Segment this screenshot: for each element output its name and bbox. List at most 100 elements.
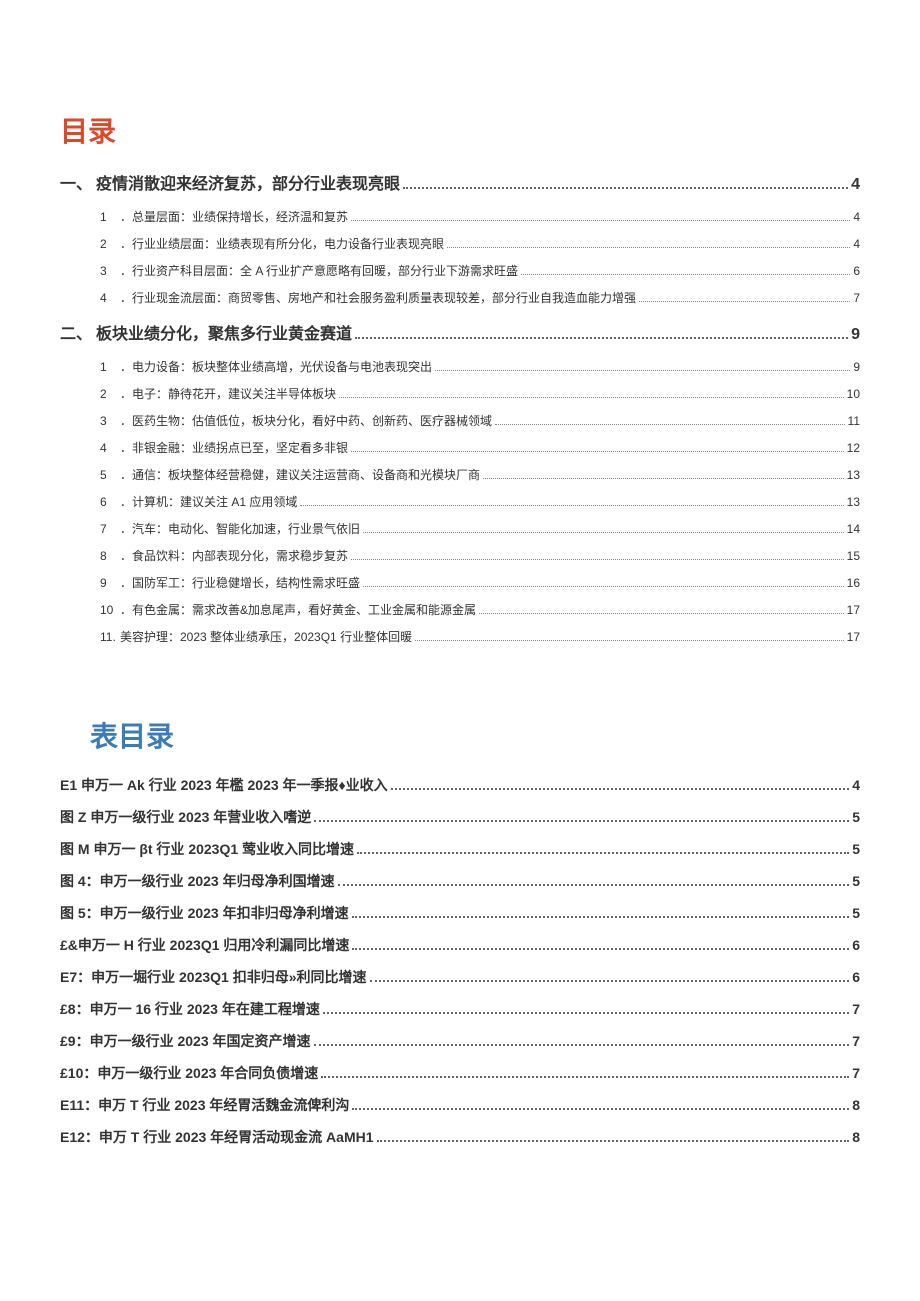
figure-page: 4 bbox=[852, 777, 860, 793]
toc-page: 11 bbox=[848, 414, 860, 428]
figure-text: £10：申万一级行业 2023 年合同负债增速 bbox=[60, 1063, 318, 1083]
toc-title: 目录 bbox=[60, 110, 860, 150]
toc-h2-text: ．行业资产科目层面：全 A 行业扩产意愿略有回暖，部分行业下游需求旺盛 bbox=[120, 262, 518, 279]
toc-h2-text: ．行业业绩层面：业绩表现有所分化，电力设备行业表现亮眼 bbox=[120, 235, 444, 252]
figure-dots bbox=[314, 820, 849, 822]
figure-page: 8 bbox=[852, 1129, 860, 1145]
figure-text: £8：申万一 16 行业 2023 年在建工程增速 bbox=[60, 999, 320, 1019]
toc-h2-row: 6．计算机：建议关注 A1 应用领域 13 bbox=[100, 493, 860, 510]
toc-h2-num: 3 bbox=[100, 414, 120, 428]
figure-row: 图 5：申万一级行业 2023 年扣非归母净利增速 5 bbox=[60, 903, 860, 923]
figure-row: E1 申万一 Ak 行业 2023 年檻 2023 年一季报♦业收入 4 bbox=[60, 775, 860, 795]
toc-page: 15 bbox=[847, 549, 860, 563]
figure-page: 5 bbox=[852, 841, 860, 857]
toc-h2-row: 1．电力设备：板块整体业绩高增，光伏设备与电池表现突出9 bbox=[100, 358, 860, 375]
figure-page: 5 bbox=[852, 905, 860, 921]
figure-row: E12：申万 T 行业 2023 年经胃活动现金流 AaMH18 bbox=[60, 1127, 860, 1147]
toc-h2-num: 8 bbox=[100, 549, 120, 563]
figure-text: E11：申万 T 行业 2023 年经胃活魏金流俾利沟 bbox=[60, 1095, 349, 1115]
toc-dots bbox=[355, 337, 848, 339]
toc-h2-text: ．通信：板块整体经营稳健，建议关注运营商、设备商和光模块厂商 bbox=[120, 466, 480, 483]
figure-text: £&申万一 H 行业 2023Q1 归用冷利漏同比增速 bbox=[60, 935, 349, 955]
toc-page: 6 bbox=[853, 264, 860, 278]
toc-h2-row: 5．通信：板块整体经营稳健，建议关注运营商、设备商和光模块厂商13 bbox=[100, 466, 860, 483]
toc-page: 14 bbox=[847, 522, 860, 536]
figure-page: 6 bbox=[852, 969, 860, 985]
figure-dots bbox=[377, 1140, 850, 1142]
figure-row: 图 4：申万一级行业 2023 年归母净利国增速5 bbox=[60, 871, 860, 891]
toc-dots bbox=[521, 274, 850, 275]
toc-page: 4 bbox=[853, 237, 860, 251]
figure-dots bbox=[314, 1044, 850, 1046]
figure-dots bbox=[352, 916, 850, 918]
figure-page: 6 bbox=[852, 937, 860, 953]
figure-row: £10：申万一级行业 2023 年合同负债增速 7 bbox=[60, 1063, 860, 1083]
figure-page: 8 bbox=[852, 1097, 860, 1113]
figure-text: 图 5：申万一级行业 2023 年扣非归母净利增速 bbox=[60, 903, 349, 923]
toc-h2-text: ．计算机：建议关注 A1 应用领域 bbox=[120, 493, 297, 510]
toc-container: 一、疫情消散迎来经济复苏，部分行业表现亮眼41．总量层面：业绩保持增长，经济温和… bbox=[60, 170, 860, 645]
figure-page: 7 bbox=[852, 1065, 860, 1081]
toc-h2-num: 2 bbox=[100, 237, 120, 251]
figure-dots bbox=[391, 788, 850, 790]
toc-h2-num: 2 bbox=[100, 387, 120, 401]
toc-h2-num: 1 bbox=[100, 360, 120, 374]
toc-h1-num: 一、 bbox=[60, 170, 92, 194]
figure-dots bbox=[370, 980, 850, 982]
toc-dots bbox=[300, 505, 843, 506]
toc-dots bbox=[403, 187, 848, 189]
toc-dots bbox=[363, 532, 844, 533]
toc-h2-num: 7 bbox=[100, 522, 120, 536]
toc-page: 4 bbox=[851, 176, 860, 194]
toc-page: 17 bbox=[847, 630, 860, 644]
toc-h1-text: 疫情消散迎来经济复苏，部分行业表现亮眼 bbox=[96, 170, 400, 194]
toc-dots bbox=[479, 613, 844, 614]
figure-dots bbox=[338, 884, 850, 886]
figure-row: £9：申万一级行业 2023 年国定资产增速7 bbox=[60, 1031, 860, 1051]
figure-text: 图 4：申万一级行业 2023 年归母净利国增速 bbox=[60, 871, 335, 891]
toc-h1-num: 二、 bbox=[60, 320, 92, 344]
toc-dots bbox=[351, 451, 844, 452]
toc-h2-row: 11. 美容护理：2023 整体业绩承压，2023Q1 行业整体回暖17 bbox=[100, 628, 860, 645]
toc-page: 13 bbox=[847, 495, 860, 509]
figures-container: E1 申万一 Ak 行业 2023 年檻 2023 年一季报♦业收入 4 图 Z 申… bbox=[60, 775, 860, 1147]
figure-text: E7：申万一堀行业 2023Q1 扣非归母»利同比增速 bbox=[60, 967, 367, 987]
figure-row: 图 Z 申万一级行业 2023 年营业收入嗜逆5 bbox=[60, 807, 860, 827]
toc-h2-num: 1 bbox=[100, 210, 120, 224]
toc-h1-text: 板块业绩分化，聚焦多行业黄金赛道 bbox=[96, 320, 352, 344]
toc-h2-text: ．非银金融：业绩拐点已至，坚定看多非银 bbox=[120, 439, 348, 456]
figure-text: 图 M 申万一 βt 行业 2023Q1 莺业收入同比增速 bbox=[60, 839, 354, 859]
figures-title: 表目录 bbox=[90, 715, 860, 755]
toc-h2-text: ．医药生物：估值低位，板块分化，看好中药、创新药、医疗器械领域 bbox=[120, 412, 492, 429]
figure-row: £&申万一 H 行业 2023Q1 归用冷利漏同比增速 6 bbox=[60, 935, 860, 955]
toc-page: 17 bbox=[847, 603, 860, 617]
figure-page: 7 bbox=[852, 1033, 860, 1049]
toc-h1-row: 一、疫情消散迎来经济复苏，部分行业表现亮眼 4 bbox=[60, 170, 860, 194]
toc-h2-text: ．行业现金流层面：商贸零售、房地产和社会服务盈利质量表现较差，部分行业自我造血能… bbox=[120, 289, 636, 306]
toc-h2-row: 9．国防军工：行业稳健增长，结构性需求旺盛16 bbox=[100, 574, 860, 591]
figure-dots bbox=[352, 948, 849, 950]
figure-text: E1 申万一 Ak 行业 2023 年檻 2023 年一季报♦业收入 bbox=[60, 775, 388, 795]
figure-dots bbox=[323, 1012, 849, 1014]
toc-h2-row: 4．行业现金流层面：商贸零售、房地产和社会服务盈利质量表现较差，部分行业自我造血… bbox=[100, 289, 860, 306]
figure-row: 图 M 申万一 βt 行业 2023Q1 莺业收入同比增速 5 bbox=[60, 839, 860, 859]
toc-h2-row: 3．行业资产科目层面：全 A 行业扩产意愿略有回暖，部分行业下游需求旺盛6 bbox=[100, 262, 860, 279]
toc-h2-text: ．食品饮料：内部表现分化，需求稳步复苏 bbox=[120, 547, 348, 564]
toc-dots bbox=[483, 478, 844, 479]
toc-dots bbox=[435, 370, 850, 371]
figure-dots bbox=[357, 852, 849, 854]
toc-page: 4 bbox=[853, 210, 860, 224]
toc-h2-num: 4 bbox=[100, 291, 120, 305]
toc-h2-num: 6 bbox=[100, 495, 120, 509]
toc-dots bbox=[363, 586, 844, 587]
toc-h2-row: 8．食品饮料：内部表现分化，需求稳步复苏 15 bbox=[100, 547, 860, 564]
toc-h2-text: ．汽车：电动化、智能化加速，行业景气依旧 bbox=[120, 520, 360, 537]
toc-h2-text: ．电力设备：板块整体业绩高增，光伏设备与电池表现突出 bbox=[120, 358, 432, 375]
toc-page: 10 bbox=[847, 387, 860, 401]
toc-dots bbox=[415, 640, 844, 641]
toc-h2-row: 4．非银金融：业绩拐点已至，坚定看多非银12 bbox=[100, 439, 860, 456]
toc-dots bbox=[639, 301, 850, 302]
figure-page: 5 bbox=[852, 809, 860, 825]
toc-dots bbox=[447, 247, 850, 248]
toc-h2-num: 10 bbox=[100, 603, 120, 617]
